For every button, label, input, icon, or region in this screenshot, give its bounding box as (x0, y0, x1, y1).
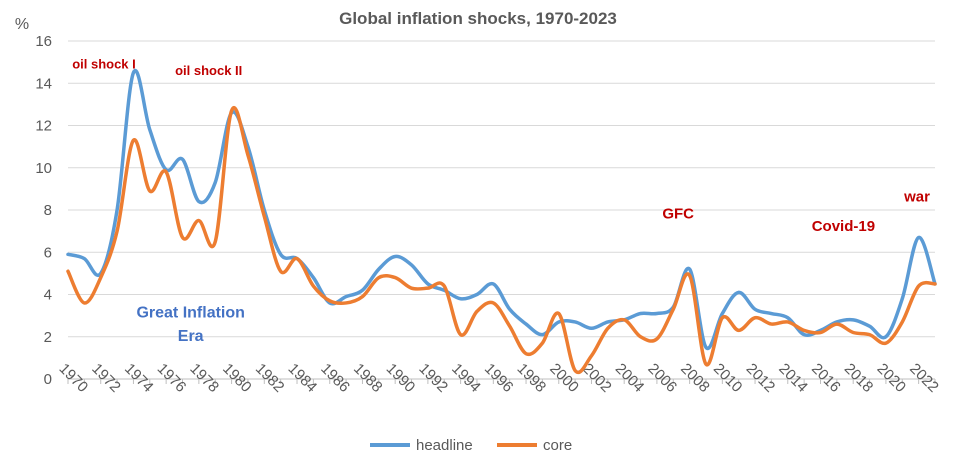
y-tick-label: 6 (44, 244, 52, 261)
y-tick-label: 14 (35, 75, 52, 92)
y-tick-label: 16 (35, 33, 52, 50)
annotations: oil shock I oil shock II GFC Covid-19 war Gre… (72, 56, 930, 345)
y-tick-label: 8 (44, 202, 52, 219)
annotation-label: Covid-19 (812, 218, 875, 235)
legend-label-headline: headline (416, 437, 473, 454)
annotation-label: oil shock II (175, 63, 242, 78)
y-tick-label: 10 (35, 160, 52, 177)
annotation-label: Great Inflation (136, 305, 244, 322)
chart-title: Global inflation shocks, 1970-2023 (339, 9, 617, 28)
y-tick-label: 2 (44, 329, 52, 346)
series-lines (66, 68, 937, 374)
annotation-label: GFC (662, 205, 694, 222)
annotation-label: Era (178, 328, 204, 345)
y-tick-label: 12 (35, 118, 52, 135)
legend: headline core (370, 437, 572, 454)
legend-label-core: core (543, 437, 572, 454)
series-line-core (66, 106, 937, 374)
y-tick-label: 0 (44, 371, 52, 388)
annotation-label: war (903, 189, 930, 206)
y-tick-label: 4 (44, 287, 52, 304)
annotation-label: oil shock I (72, 56, 136, 71)
series-line-headline (66, 68, 937, 351)
y-axis-unit-label: % (15, 16, 29, 33)
